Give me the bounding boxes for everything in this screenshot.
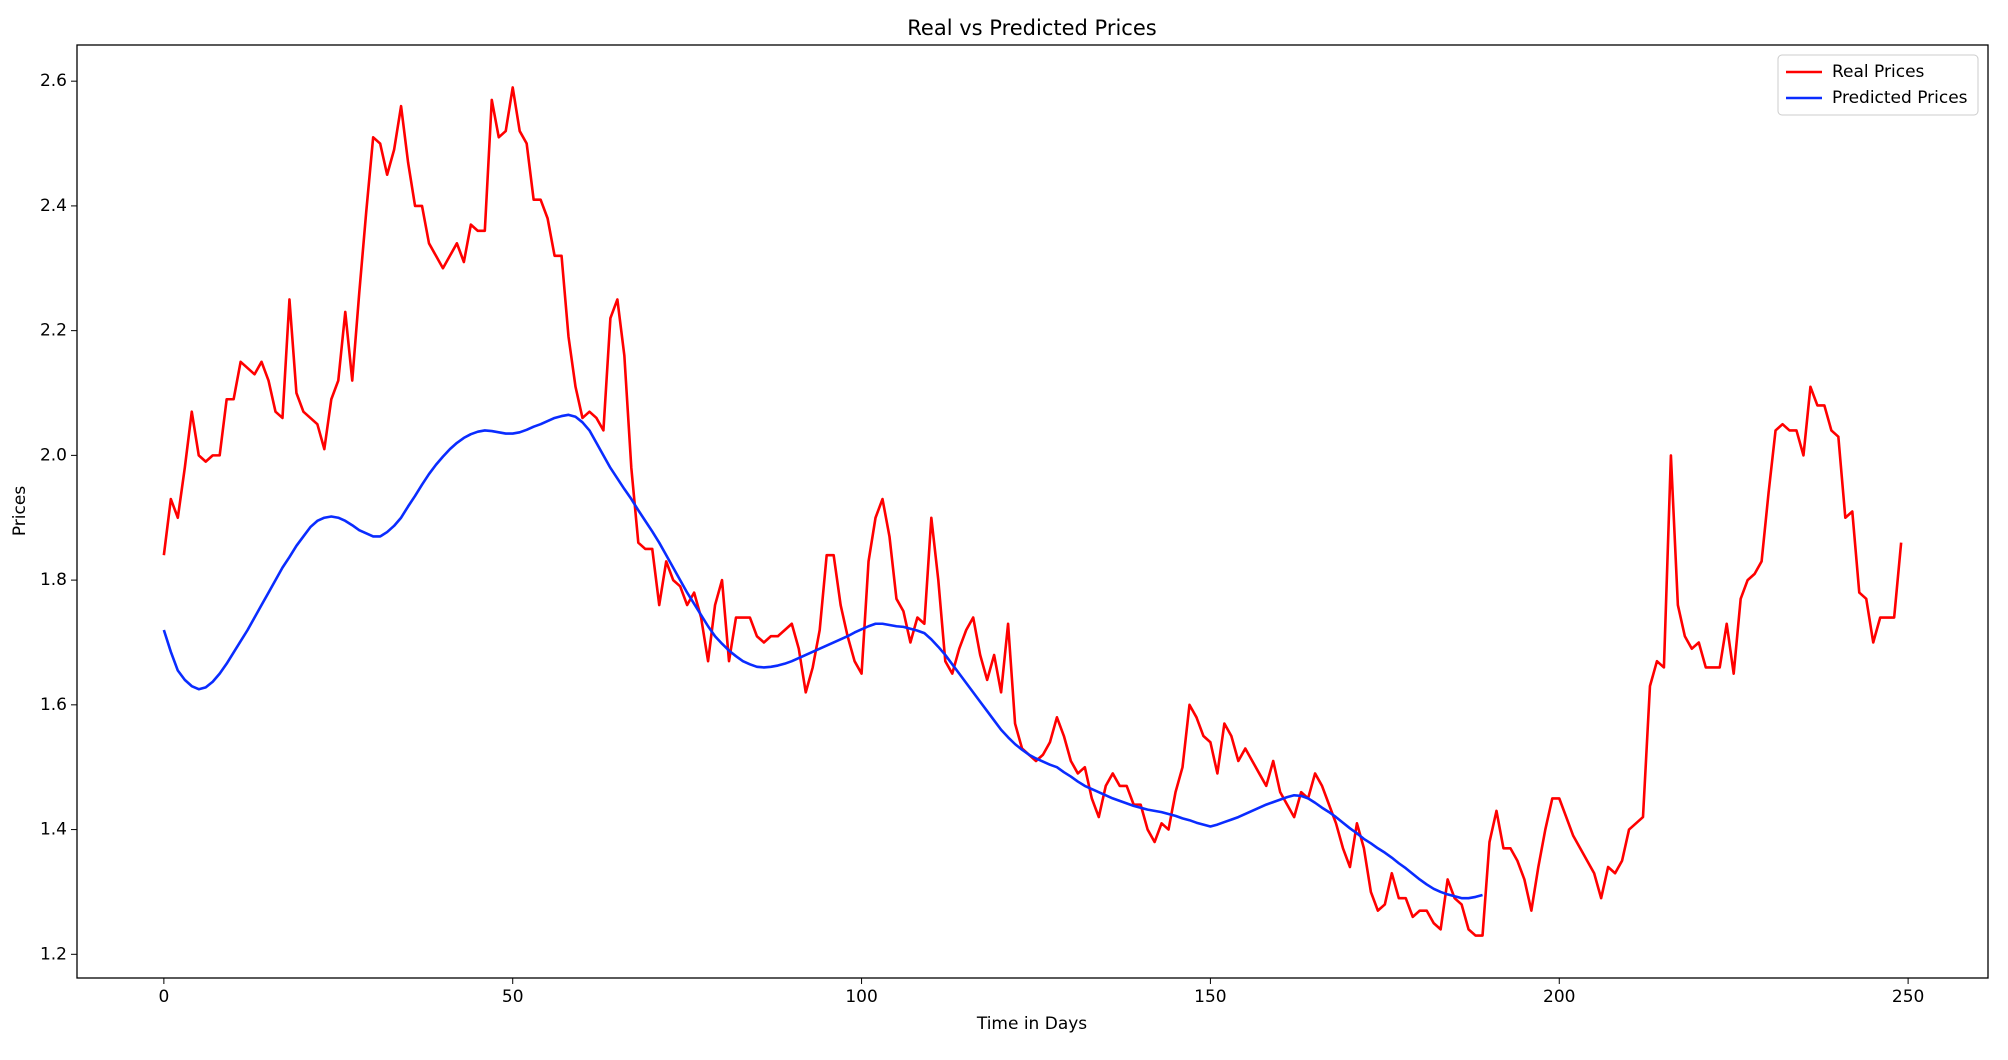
x-tick-label: 250 [1892, 987, 1924, 1007]
legend-box [1777, 54, 1979, 116]
y-tick-label: 2.6 [40, 71, 67, 91]
y-axis-label: Prices [10, 486, 30, 536]
chart-title: Real vs Predicted Prices [907, 16, 1156, 40]
x-tick-label: 200 [1543, 987, 1575, 1007]
y-tick-label: 1.6 [40, 695, 67, 715]
y-tick-label: 1.2 [40, 944, 67, 964]
data-line [162, 413, 1483, 900]
y-tick-label: 1.8 [40, 570, 67, 590]
legend-label: Predicted Prices [1832, 88, 1968, 108]
x-tick-label: 50 [502, 987, 524, 1007]
x-axis-label: Time in Days [976, 1014, 1087, 1034]
y-tick-label: 2.4 [40, 196, 67, 216]
y-tick-label: 1.4 [40, 820, 67, 840]
data-line [162, 86, 1903, 937]
y-tick-label: 2.0 [40, 445, 67, 465]
y-tick-label: 2.2 [40, 321, 67, 341]
legend-label: Real Prices [1832, 62, 1925, 82]
x-tick-label: 100 [845, 987, 877, 1007]
plot-frame [76, 44, 1989, 979]
x-tick-label: 0 [158, 987, 169, 1007]
x-tick-label: 150 [1194, 987, 1226, 1007]
